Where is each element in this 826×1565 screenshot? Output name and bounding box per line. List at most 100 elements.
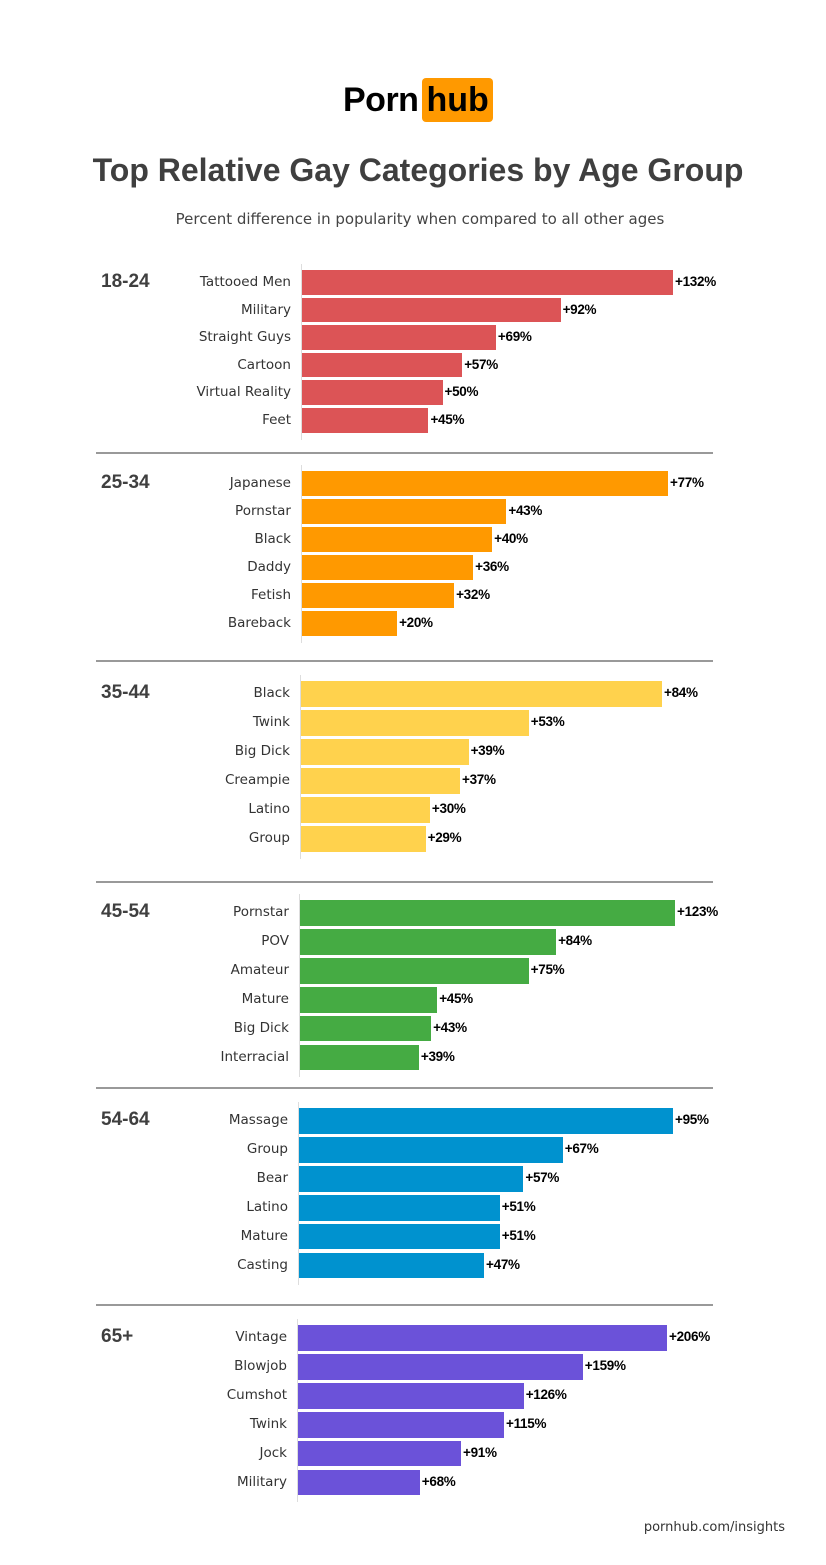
category-label: Virtual Reality: [196, 384, 291, 401]
value-label: +50%: [444, 384, 479, 400]
value-label: +57%: [525, 1169, 560, 1185]
category-label: Twink: [252, 714, 290, 730]
chart-title: Top Relative Gay Categories by Age Group: [92, 152, 744, 188]
axis-line: [299, 894, 300, 1078]
value-label: +51%: [501, 1227, 536, 1243]
bar[interactable]: [302, 352, 463, 378]
value-label: +84%: [664, 685, 698, 700]
bar[interactable]: [302, 527, 493, 552]
category-label: Big Dick: [233, 1019, 289, 1036]
bar[interactable]: [302, 611, 398, 636]
category-label: Blowjob: [234, 1357, 287, 1374]
value-label: +39%: [470, 743, 505, 758]
category-label: Cumshot: [226, 1386, 287, 1403]
bar[interactable]: [301, 681, 662, 707]
bar[interactable]: [301, 768, 460, 794]
value-label: +75%: [530, 961, 565, 977]
bar[interactable]: [299, 1252, 485, 1279]
value-label: +53%: [530, 714, 565, 729]
bar[interactable]: [298, 1440, 461, 1467]
age-group-label: 35-44: [101, 682, 150, 703]
value-label: +29%: [427, 830, 462, 845]
bar[interactable]: [301, 739, 469, 765]
axis-line: [300, 675, 301, 859]
category-label: Vintage: [235, 1329, 287, 1345]
bar[interactable]: [299, 1223, 500, 1250]
value-label: +43%: [433, 1019, 467, 1035]
value-label: +32%: [456, 587, 490, 602]
value-label: +132%: [675, 274, 716, 289]
category-label: Japanese: [229, 475, 291, 491]
category-label: Big Dick: [234, 743, 290, 759]
value-label: +159%: [584, 1357, 626, 1373]
bar[interactable]: [301, 797, 430, 823]
value-label: +47%: [486, 1256, 520, 1272]
bar[interactable]: [300, 986, 438, 1013]
value-label: +206%: [669, 1329, 710, 1344]
bar[interactable]: [302, 297, 561, 323]
bar[interactable]: [300, 1015, 432, 1042]
bar[interactable]: [302, 471, 668, 496]
category-label: Cartoon: [237, 356, 291, 373]
category-label: Mature: [241, 990, 289, 1007]
category-label: Latino: [248, 801, 290, 817]
bar[interactable]: [298, 1469, 420, 1496]
axis-line: [298, 1102, 299, 1286]
bar[interactable]: [298, 1382, 524, 1409]
age-group-label: 54-64: [101, 1109, 150, 1130]
category-label: Bareback: [227, 615, 291, 631]
bar[interactable]: [299, 1165, 524, 1192]
age-group-label: 45-54: [101, 901, 150, 922]
bar[interactable]: [298, 1353, 583, 1380]
bar[interactable]: [302, 583, 455, 608]
logo-text-hub: hub: [422, 78, 493, 122]
category-label: POV: [261, 932, 289, 949]
chart-subtitle: Percent difference in popularity when co…: [175, 210, 665, 228]
value-label: +45%: [439, 990, 473, 1006]
value-label: +123%: [677, 904, 718, 919]
value-label: +37%: [462, 772, 496, 787]
bar[interactable]: [300, 900, 675, 926]
category-label: Group: [246, 1140, 288, 1157]
bar[interactable]: [300, 957, 529, 984]
bar[interactable]: [301, 710, 529, 736]
bar[interactable]: [299, 1194, 500, 1221]
bar[interactable]: [302, 380, 443, 405]
category-label: Jock: [259, 1444, 287, 1461]
value-label: +30%: [431, 801, 466, 816]
value-label: +57%: [464, 356, 498, 372]
bar[interactable]: [302, 408, 429, 433]
bar[interactable]: [300, 928, 557, 955]
value-label: +40%: [494, 531, 528, 546]
value-label: +91%: [463, 1444, 497, 1460]
bar[interactable]: [299, 1136, 563, 1163]
bar[interactable]: [298, 1325, 667, 1351]
bar[interactable]: [298, 1411, 504, 1438]
value-label: +126%: [525, 1386, 567, 1402]
bar[interactable]: [300, 1044, 419, 1071]
axis-line: [301, 264, 302, 440]
age-group-label: 18-24: [101, 271, 150, 292]
value-label: +43%: [508, 503, 543, 518]
category-label: Military: [240, 301, 291, 318]
group-divider: [96, 1087, 713, 1089]
value-label: +84%: [558, 932, 592, 948]
value-label: +20%: [399, 615, 433, 630]
bar[interactable]: [302, 325, 496, 350]
category-label: Pornstar: [233, 904, 289, 920]
category-label: Casting: [237, 1256, 288, 1273]
bar[interactable]: [302, 555, 474, 580]
category-label: Twink: [249, 1415, 287, 1432]
bar[interactable]: [299, 1108, 673, 1134]
bar[interactable]: [302, 270, 673, 295]
bar[interactable]: [301, 826, 426, 852]
source-link[interactable]: pornhub.com/insights: [643, 1520, 785, 1535]
value-label: +36%: [475, 559, 509, 574]
value-label: +77%: [670, 475, 704, 490]
bar[interactable]: [302, 499, 507, 524]
age-group-label: 65+: [101, 1326, 134, 1347]
value-label: +39%: [420, 1048, 455, 1064]
category-label: Mature: [240, 1227, 288, 1244]
category-label: Feet: [262, 412, 291, 428]
value-label: +69%: [497, 329, 532, 345]
